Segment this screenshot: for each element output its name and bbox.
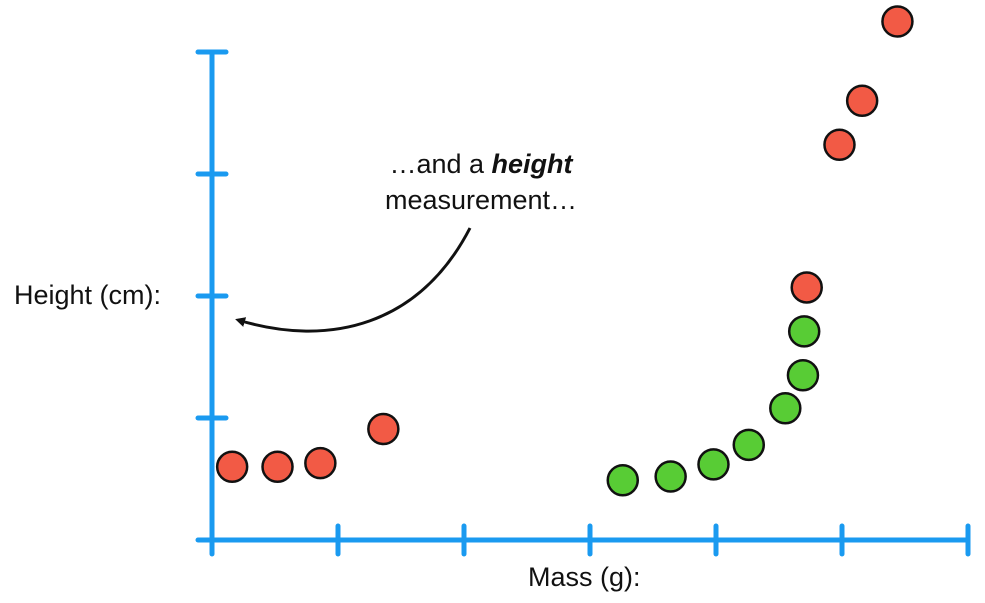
annotation-arrow: [235, 227, 472, 333]
green-data-point: [786, 359, 820, 392]
red-data-point: [261, 450, 294, 484]
annotation-text: …and a height measurement…: [356, 146, 606, 218]
green-data-point: [769, 391, 802, 425]
red-data-point: [881, 5, 914, 38]
red-data-point: [304, 446, 337, 480]
red-data-point: [367, 412, 400, 446]
green-data-point: [787, 315, 821, 348]
annotation-emphasis: height: [491, 149, 573, 179]
axes: [195, 49, 971, 557]
green-data-point: [606, 463, 640, 497]
data-points: [215, 5, 914, 497]
green-data-point: [654, 460, 687, 493]
green-data-point: [697, 448, 730, 481]
red-data-point: [845, 84, 879, 118]
annotation-prefix: …and a: [389, 149, 492, 179]
red-data-point: [823, 128, 856, 161]
x-axis-label: Mass (g):: [528, 562, 641, 592]
green-data-point: [732, 428, 766, 462]
red-data-point: [790, 271, 823, 304]
y-axis-label: Height (cm):: [14, 280, 162, 310]
annotation-suffix: measurement…: [384, 185, 578, 215]
red-data-point: [215, 450, 249, 484]
